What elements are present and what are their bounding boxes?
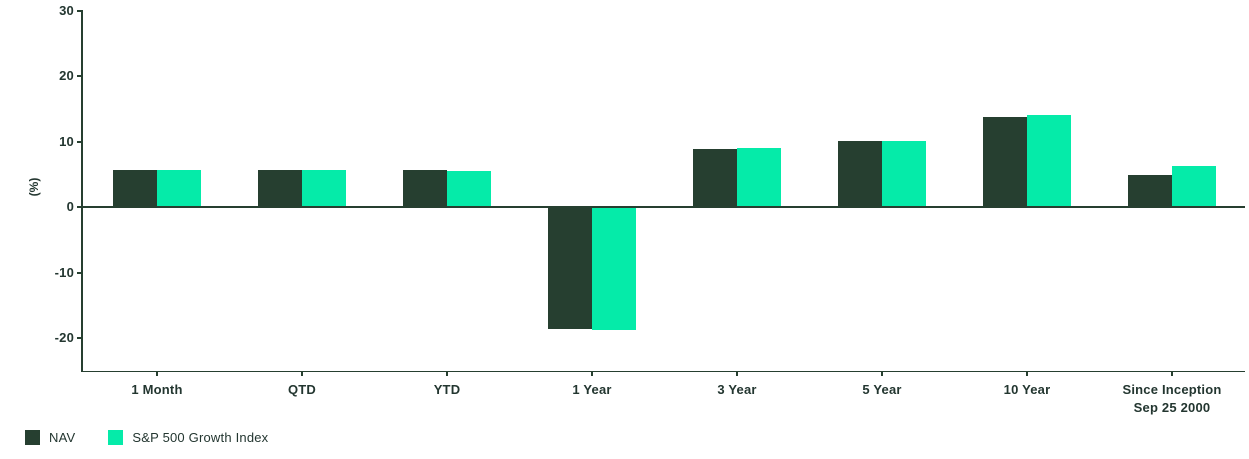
- y-axis-tick: [77, 75, 81, 77]
- bar-index: [737, 147, 781, 206]
- x-axis-tick: [591, 372, 593, 376]
- y-axis-tick-label: 30: [59, 2, 74, 18]
- bar-nav: [548, 208, 592, 330]
- bar-nav: [403, 169, 447, 206]
- x-axis-tick: [1026, 372, 1028, 376]
- legend-label-index: S&P 500 Growth Index: [132, 430, 269, 445]
- bar-index: [302, 169, 346, 206]
- x-axis-label: 1 Year: [572, 382, 612, 397]
- y-axis-tick-label: -20: [54, 330, 74, 345]
- bar-nav: [258, 169, 302, 206]
- y-axis-tick: [77, 9, 81, 12]
- bar-nav: [983, 116, 1027, 206]
- legend-item-nav: NAV: [25, 430, 75, 445]
- x-axis-tick: [1171, 372, 1173, 376]
- chart-legend: NAV S&P 500 Growth Index: [25, 430, 268, 445]
- bar-index: [1027, 114, 1071, 206]
- x-axis-label: 3 Year: [717, 382, 757, 397]
- bar-index: [882, 140, 926, 206]
- index-color-swatch: [108, 430, 124, 445]
- bar-index: [447, 170, 491, 206]
- bar-nav: [1128, 175, 1172, 206]
- y-axis-tick-label: 10: [59, 133, 74, 149]
- y-axis-tick-label: -10: [54, 264, 74, 280]
- bar-nav: [693, 149, 737, 206]
- bar-index: [157, 169, 201, 206]
- x-axis-label: QTD: [287, 382, 317, 397]
- nav-color-swatch: [25, 430, 40, 445]
- x-axis-label: YTD: [433, 382, 461, 397]
- bar-nav: [113, 169, 157, 206]
- x-axis-label: 10 Year: [1003, 382, 1051, 397]
- y-axis-line: [81, 10, 83, 372]
- x-axis-sublabel: Sep 25 2000: [1133, 400, 1211, 415]
- y-axis-tick: [77, 206, 81, 208]
- x-axis-label: 1 Month: [131, 382, 183, 397]
- x-axis-tick: [301, 372, 303, 376]
- x-axis-label: Since Inception Sep 25 2000: [1097, 381, 1247, 417]
- y-axis-tick-label: 20: [59, 68, 74, 83]
- y-axis-tick: [77, 271, 81, 274]
- x-axis-tick: [156, 372, 158, 376]
- x-axis-tick: [881, 372, 883, 376]
- x-axis-tick: [736, 372, 738, 376]
- x-axis-line: [81, 371, 1245, 372]
- bar-index: [1172, 166, 1216, 206]
- bar-nav: [838, 141, 882, 206]
- bar-index: [592, 208, 636, 331]
- y-axis-tick: [77, 337, 81, 339]
- y-axis-tick: [77, 140, 81, 143]
- y-axis-tick-label: 0: [66, 199, 74, 214]
- zero-line: [81, 206, 1245, 208]
- legend-item-index: S&P 500 Growth Index: [108, 430, 268, 445]
- legend-label-nav: NAV: [49, 430, 76, 445]
- x-axis-tick: [446, 372, 448, 376]
- x-axis-label: 5 Year: [862, 382, 902, 397]
